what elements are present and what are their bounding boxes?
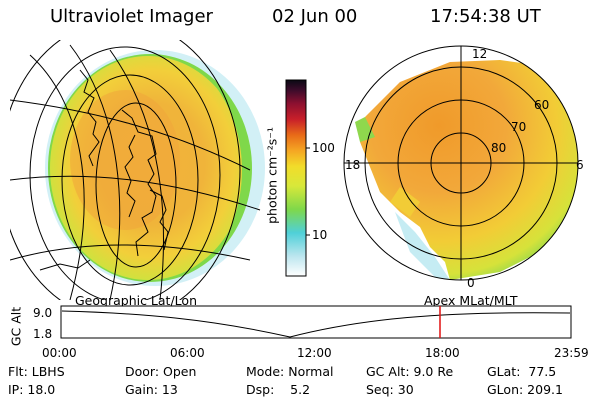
timeline-ytick-low: 1.8 xyxy=(33,327,53,341)
geographic-globe-image xyxy=(10,40,265,300)
info-glon: GLon: 209.1 xyxy=(487,382,563,397)
info-gc-alt: GC Alt: 9.0 Re xyxy=(366,364,454,379)
mlat-label-80: 80 xyxy=(491,141,507,155)
timeline-xtick-0000: 00:00 xyxy=(42,346,77,360)
info-door: Door: Open xyxy=(125,364,197,379)
colorbar-label: photon cm⁻²s⁻¹ xyxy=(264,127,280,224)
coastlines xyxy=(39,69,169,271)
instrument-title: Ultraviolet Imager xyxy=(50,6,213,27)
mlt-label-0: 0 xyxy=(467,276,475,290)
timeline-xtick-0600: 06:00 xyxy=(170,346,205,360)
info-glat: GLat: 77.5 xyxy=(487,364,557,379)
colorbar-tick-100: 100 xyxy=(312,141,335,155)
info-dsp: Dsp: 5.2 xyxy=(246,382,311,397)
timeline-xtick-1800: 18:00 xyxy=(425,346,460,360)
info-filter: Flt: LBHS xyxy=(8,364,65,379)
right-panel-caption: Apex MLat/MLT xyxy=(424,293,518,308)
mlt-label-12: 12 xyxy=(472,47,488,61)
left-panel-caption: Geographic Lat/Lon xyxy=(75,293,197,308)
colorbar-tick-10: 10 xyxy=(312,228,328,242)
timeline-xtick-1200: 12:00 xyxy=(297,346,332,360)
info-seq: Seq: 30 xyxy=(366,382,414,397)
observation-time: 17:54:38 UT xyxy=(430,6,541,27)
timeline-ytick-high: 9.0 xyxy=(33,306,53,320)
polar-mlat-mlt-plot xyxy=(343,45,579,281)
mlat-label-70: 70 xyxy=(511,120,527,134)
graticule xyxy=(10,40,261,300)
mlat-label-60: 60 xyxy=(534,98,550,112)
info-mode: Mode: Normal xyxy=(246,364,334,379)
timeline-xtick-2359: 23:59 xyxy=(554,346,589,360)
timeline-axis-label: GC Alt xyxy=(8,306,24,347)
gc-alt-timeline xyxy=(60,305,572,339)
info-gain: Gain: 13 xyxy=(125,382,178,397)
mlt-label-18: 18 xyxy=(345,158,361,172)
observation-date: 02 Jun 00 xyxy=(272,6,358,27)
info-ip: IP: 18.0 xyxy=(8,382,56,397)
colorbar xyxy=(285,79,310,277)
mlt-label-6: 6 xyxy=(576,158,584,172)
